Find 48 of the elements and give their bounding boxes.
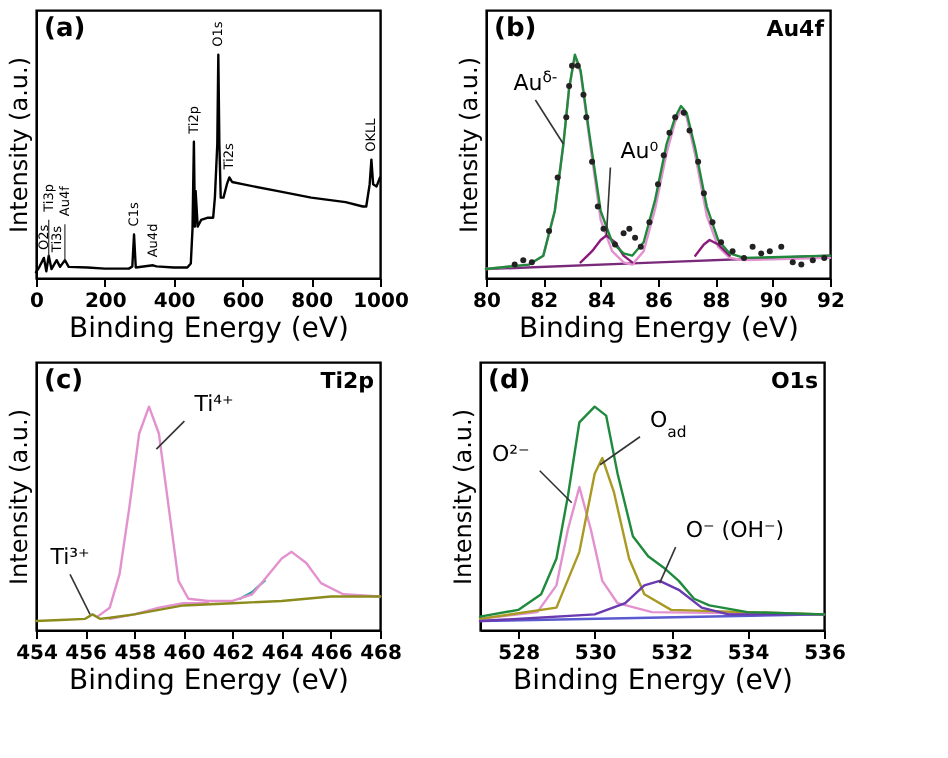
- y-axis-title: Intensity (a.u.): [5, 409, 33, 585]
- chart-title: (b): [494, 14, 537, 44]
- chart-title: (a): [44, 14, 86, 44]
- x-axis-title: Binding Energy (eV): [69, 313, 349, 345]
- x-tick-label: 460: [163, 643, 206, 665]
- x-axis-title: Binding Energy (eV): [69, 665, 349, 697]
- x-tick-label: 534: [727, 643, 770, 665]
- chart-title: (c): [44, 366, 84, 396]
- x-tick-label: 466: [310, 643, 353, 665]
- x-tick-label: 80: [473, 291, 501, 313]
- x-tick-label: 200: [84, 291, 127, 313]
- annotation: Ti³⁺: [48, 544, 91, 571]
- annotation: O$_{ad}$: [650, 406, 687, 440]
- chart-subtitle: O1s: [770, 368, 819, 394]
- annotation: O²⁻: [491, 440, 531, 467]
- annotation: Au$^{δ-}$: [513, 67, 558, 96]
- x-tick-label: 454: [16, 643, 58, 665]
- y-axis-title: Intensity (a.u.): [455, 57, 483, 233]
- annotation: Ti⁴⁺: [192, 391, 235, 418]
- annotation: O⁻ (OH⁻): [685, 517, 785, 544]
- chart-subtitle: Au4f: [766, 16, 825, 42]
- x-tick-label: 532: [651, 643, 694, 665]
- chart-title: (d): [488, 366, 531, 396]
- x-tick-label: 400: [153, 291, 196, 313]
- x-tick-label: 528: [498, 643, 541, 665]
- x-axis-title: Binding Energy (eV): [519, 313, 799, 345]
- x-tick-label: 800: [291, 291, 334, 313]
- x-tick-label: 0: [30, 291, 45, 313]
- x-tick-label: 92: [817, 291, 845, 313]
- y-axis-title: Intensity (a.u.): [5, 57, 33, 233]
- x-tick-label: 462: [212, 643, 255, 665]
- x-tick-label: 82: [530, 291, 559, 313]
- x-tick-label: 536: [804, 643, 846, 665]
- x-tick-label: 458: [114, 643, 157, 665]
- annotation: Au⁰: [620, 137, 660, 164]
- x-tick-label: 86: [645, 291, 673, 313]
- x-tick-label: 464: [261, 643, 304, 665]
- x-tick-label: 88: [702, 291, 731, 313]
- x-tick-label: 84: [587, 291, 616, 313]
- x-tick-label: 1000: [353, 291, 409, 313]
- x-tick-label: 468: [360, 643, 402, 665]
- chart-subtitle: Ti2p: [320, 368, 375, 394]
- x-axis-title: Binding Energy (eV): [513, 665, 793, 697]
- x-tick-label: 90: [759, 291, 788, 313]
- x-tick-label: 456: [65, 643, 108, 665]
- y-axis-title: Intensity (a.u.): [449, 409, 477, 585]
- x-tick-label: 530: [574, 643, 617, 665]
- x-tick-label: 600: [222, 291, 265, 313]
